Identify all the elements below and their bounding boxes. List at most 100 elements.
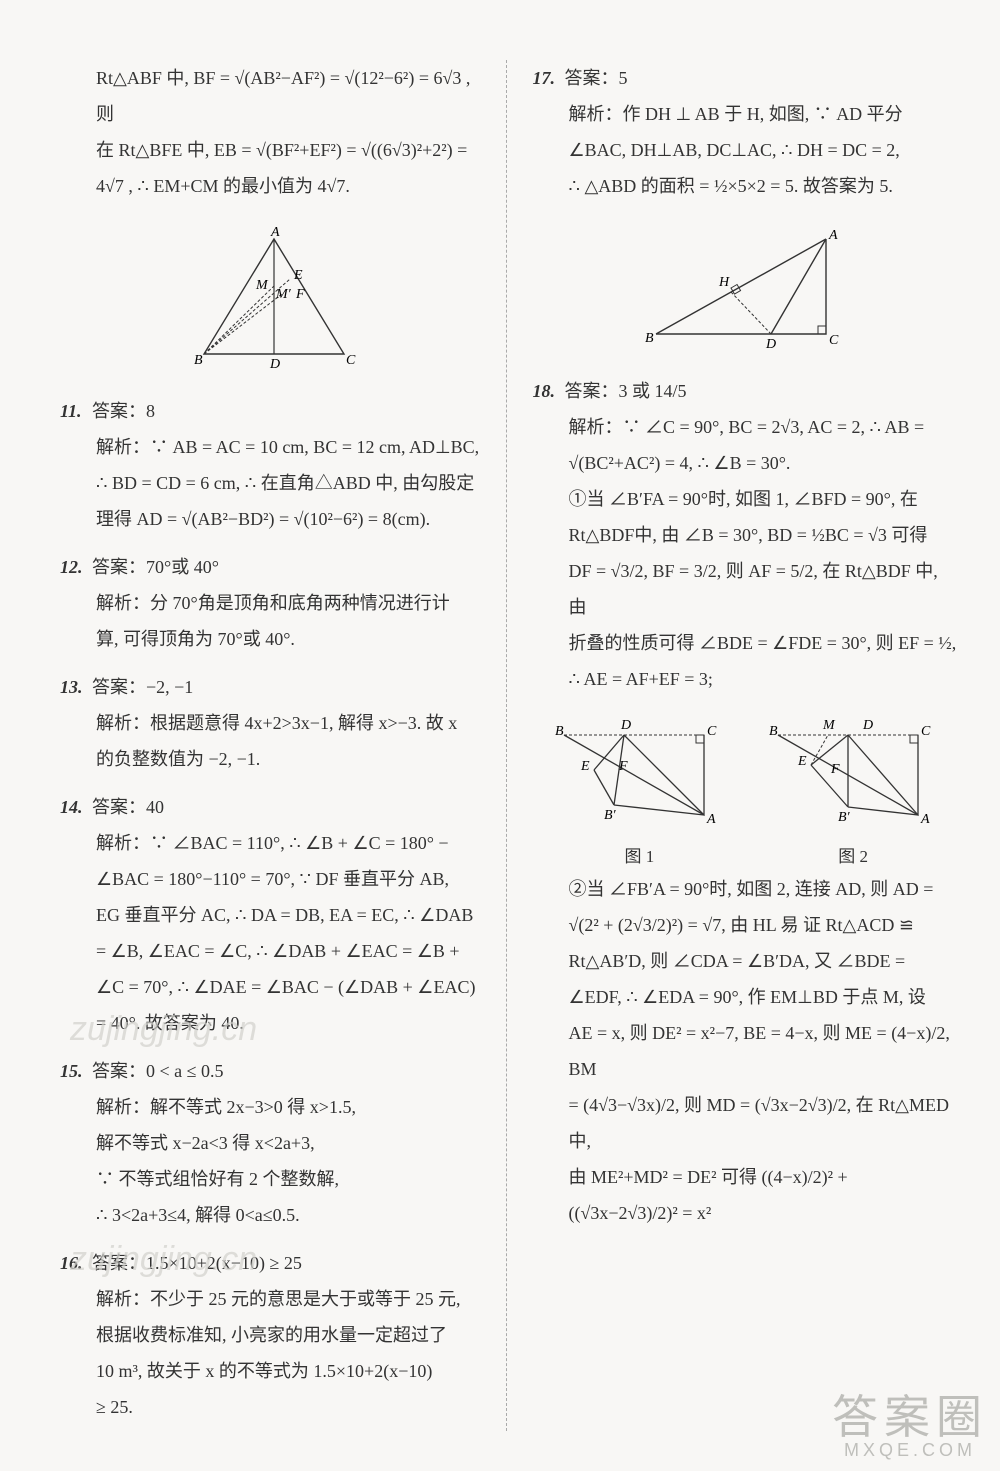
explain: 解析：根据题意得 4x+2>3x−1, 解得 x>−3. 故 x — [60, 705, 488, 741]
explain: ∴ BD = CD = 6 cm, ∴ 在直角△ABD 中, 由勾股定 — [60, 465, 488, 501]
explain: Rt△AB′D, 则 ∠CDA = ∠B′DA, 又 ∠BDE = — [533, 943, 961, 979]
site-badge: 答案圈 MXQE.COM — [832, 1394, 988, 1461]
explain: ≥ 25. — [60, 1389, 488, 1425]
explain: Rt△BDF中, 由 ∠B = 30°, BD = ½BC = √3 可得 — [533, 517, 961, 553]
explain: 折叠的性质可得 ∠BDE = ∠FDE = 30°, 则 EF = ½, — [533, 625, 961, 661]
svg-text:D: D — [862, 718, 873, 733]
svg-text:A: A — [920, 812, 930, 827]
answer: −2, −1 — [146, 669, 193, 705]
svg-text:E: E — [797, 754, 807, 769]
svg-text:B: B — [769, 724, 778, 739]
q-num: 13. — [60, 669, 92, 705]
q-num: 11. — [60, 393, 92, 429]
explain: 解析：解不等式 2x−3>0 得 x>1.5, — [60, 1089, 488, 1125]
q-num: 17. — [533, 60, 565, 96]
answer: 1.5×10+2(x−10) ≥ 25 — [146, 1245, 302, 1281]
explain: 解析：∵ AB = AC = 10 cm, BC = 12 cm, AD⊥BC, — [60, 429, 488, 465]
explain: = 40°. 故答案为 40. — [60, 1005, 488, 1041]
svg-text:C: C — [346, 353, 356, 368]
answer: 3 或 14/5 — [619, 373, 687, 409]
answer: 5 — [619, 60, 628, 96]
explain: = (4√3−√3x)/2, 则 MD = (√3x−2√3)/2, 在 Rt△… — [533, 1087, 961, 1159]
ans-label: 答案： — [565, 373, 619, 409]
figure-q18-pair: B C A D E F B′ 图 1 — [533, 715, 961, 867]
explain: √(2² + (2√3/2)²) = √7, 由 HL 易 证 Rt△ACD ≌ — [533, 907, 961, 943]
fig-caption: 图 1 — [549, 842, 729, 867]
explain: ∠C = 70°, ∴ ∠DAE = ∠BAC − (∠DAB + ∠EAC) — [60, 969, 488, 1005]
ans-label: 答案： — [92, 393, 146, 429]
svg-text:B: B — [645, 331, 654, 346]
explain: 解析：不少于 25 元的意思是大于或等于 25 元, — [60, 1281, 488, 1317]
text-line: Rt△ABF 中, BF = √(AB²−AF²) = √(12²−6²) = … — [96, 60, 488, 132]
svg-text:F: F — [618, 759, 628, 774]
svg-text:D: D — [765, 337, 776, 352]
explain: AE = x, 则 DE² = x²−7, BE = 4−x, 则 ME = (… — [533, 1015, 961, 1087]
svg-text:A: A — [706, 812, 716, 827]
ans-label: 答案： — [565, 60, 619, 96]
svg-text:B: B — [555, 724, 564, 739]
ans-label: 答案： — [92, 669, 146, 705]
q-num: 15. — [60, 1053, 92, 1089]
svg-text:H: H — [718, 275, 730, 290]
svg-text:C: C — [921, 724, 931, 739]
explain: 解析：∵ ∠C = 90°, BC = 2√3, AC = 2, ∴ AB = — [533, 409, 961, 445]
q-num: 16. — [60, 1245, 92, 1281]
svg-text:B: B — [194, 353, 203, 368]
q-num: 18. — [533, 373, 565, 409]
explain: ∵ 不等式组恰好有 2 个整数解, — [60, 1161, 488, 1197]
ans-label: 答案： — [92, 1245, 146, 1281]
svg-text:F: F — [295, 287, 305, 302]
svg-text:F: F — [830, 762, 840, 777]
figure-triangle-q10: A B C D E F M M′ — [60, 224, 488, 379]
explain: 解析：作 DH ⊥ AB 于 H, 如图, ∵ AD 平分 — [533, 96, 961, 132]
text-line: 在 Rt△BFE 中, EB = √(BF²+EF²) = √((6√3)²+2… — [96, 132, 488, 168]
explain: 10 m³, 故关于 x 的不等式为 1.5×10+2(x−10) — [60, 1353, 488, 1389]
badge-top: 答案圈 — [832, 1394, 988, 1440]
text-line: 4√7 , ∴ EM+CM 的最小值为 4√7. — [96, 168, 488, 204]
explain: 解析：∵ ∠BAC = 110°, ∴ ∠B + ∠C = 180° − — [60, 825, 488, 861]
svg-text:A: A — [828, 228, 838, 243]
svg-text:E: E — [580, 759, 590, 774]
explain: = ∠B, ∠EAC = ∠C, ∴ ∠DAB + ∠EAC = ∠B + — [60, 933, 488, 969]
svg-text:E: E — [293, 268, 303, 283]
ans-label: 答案： — [92, 789, 146, 825]
svg-text:D: D — [269, 357, 280, 372]
figure-q17: A B C D H — [533, 224, 961, 359]
explain: 解不等式 x−2a<3 得 x<2a+3, — [60, 1125, 488, 1161]
q-num: 12. — [60, 549, 92, 585]
answer: 40 — [146, 789, 164, 825]
explain: EG 垂直平分 AC, ∴ DA = DB, EA = EC, ∴ ∠DAB — [60, 897, 488, 933]
explain: ∠EDF, ∴ ∠EDA = 90°, 作 EM⊥BD 于点 M, 设 — [533, 979, 961, 1015]
explain: 的负整数值为 −2, −1. — [60, 741, 488, 777]
explain: ①当 ∠B′FA = 90°时, 如图 1, ∠BFD = 90°, 在 — [533, 481, 961, 517]
svg-text:M: M — [822, 718, 836, 733]
explain: 算, 可得顶角为 70°或 40°. — [60, 621, 488, 657]
svg-text:A: A — [270, 225, 280, 240]
explain: 理得 AD = √(AB²−BD²) = √(10²−6²) = 8(cm). — [60, 501, 488, 537]
svg-text:M: M — [255, 278, 269, 293]
explain: 解析：分 70°角是顶角和底角两种情况进行计 — [60, 585, 488, 621]
explain: DF = √3/2, BF = 3/2, 则 AF = 5/2, 在 Rt△BD… — [533, 553, 961, 625]
svg-text:B′: B′ — [838, 810, 851, 825]
answer: 0 < a ≤ 0.5 — [146, 1053, 224, 1089]
explain: √(BC²+AC²) = 4, ∴ ∠B = 30°. — [533, 445, 961, 481]
explain: ∠BAC, DH⊥AB, DC⊥AC, ∴ DH = DC = 2, — [533, 132, 961, 168]
explain: ∴ AE = AF+EF = 3; — [533, 661, 961, 697]
explain: 由 ME²+MD² = DE² 可得 ((4−x)/2)² + ((√3x−2√… — [533, 1159, 961, 1231]
fig-caption: 图 2 — [763, 842, 943, 867]
svg-text:C: C — [707, 724, 717, 739]
ans-label: 答案： — [92, 1053, 146, 1089]
explain: ∠BAC = 180°−110° = 70°, ∵ DF 垂直平分 AB, — [60, 861, 488, 897]
explain: 根据收费标准知, 小亮家的用水量一定超过了 — [60, 1317, 488, 1353]
answer: 70°或 40° — [146, 549, 219, 585]
svg-text:M′: M′ — [275, 287, 292, 302]
ans-label: 答案： — [92, 549, 146, 585]
svg-text:D: D — [620, 718, 631, 733]
badge-bottom: MXQE.COM — [832, 1440, 988, 1461]
explain: ②当 ∠FB′A = 90°时, 如图 2, 连接 AD, 则 AD = — [533, 871, 961, 907]
q-num: 14. — [60, 789, 92, 825]
svg-text:B′: B′ — [604, 808, 617, 823]
svg-text:C: C — [829, 333, 839, 348]
answer: 8 — [146, 393, 155, 429]
explain: ∴ 3<2a+3≤4, 解得 0<a≤0.5. — [60, 1197, 488, 1233]
